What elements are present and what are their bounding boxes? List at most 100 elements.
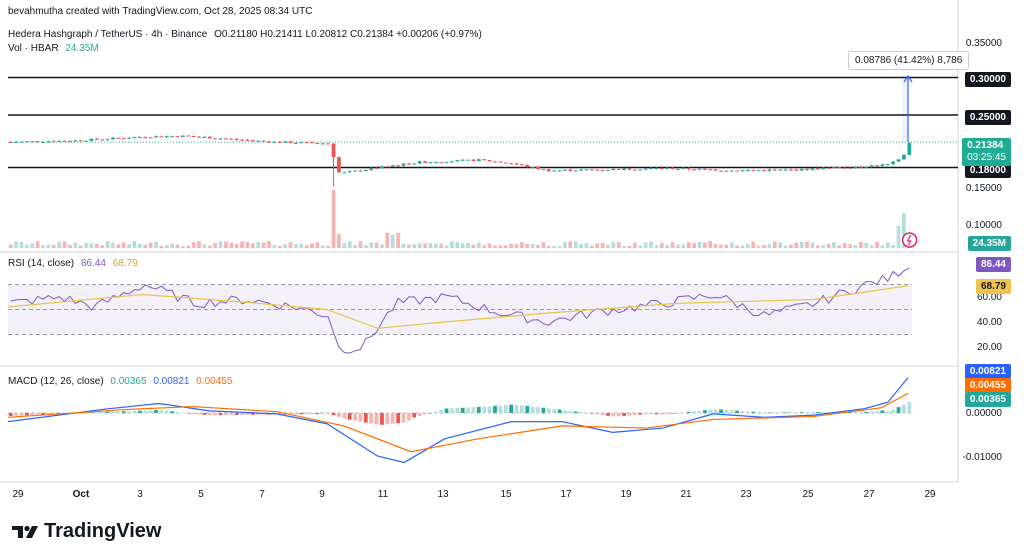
macd-histogram-bar bbox=[320, 413, 325, 415]
volume-bar bbox=[218, 241, 223, 248]
volume-bar bbox=[622, 245, 627, 248]
measure-callout: 0.08786 (41.42%) 8,786 bbox=[848, 51, 970, 70]
macd-lines bbox=[7, 377, 912, 464]
time-tick: 23 bbox=[740, 489, 752, 500]
volume-bar bbox=[73, 242, 78, 248]
candle-body bbox=[568, 169, 573, 171]
volume-bar bbox=[745, 243, 750, 248]
candle-body bbox=[380, 166, 384, 169]
macd-histogram-bar bbox=[288, 413, 293, 415]
volume-bar bbox=[342, 242, 347, 248]
time-tick: 21 bbox=[680, 489, 692, 500]
volume-bar bbox=[471, 244, 476, 248]
macd-histogram-bar bbox=[234, 413, 239, 415]
candle-body bbox=[363, 169, 368, 172]
candle-body bbox=[401, 163, 406, 166]
macd-histogram-bar bbox=[815, 412, 820, 413]
volume-bar bbox=[778, 242, 783, 248]
macd-histogram-bar bbox=[164, 410, 169, 413]
candle-body bbox=[213, 138, 218, 140]
volume-bar bbox=[19, 242, 24, 248]
candle-body bbox=[805, 168, 809, 170]
ohlc-values: O0.21180 H0.21411 L0.20812 C0.21384 +0.0… bbox=[214, 29, 482, 40]
volume-bar bbox=[423, 243, 427, 248]
volume-bar bbox=[579, 244, 583, 248]
candle-body bbox=[756, 170, 761, 172]
volume-bar bbox=[858, 241, 863, 248]
volume-bar bbox=[697, 241, 702, 248]
macd-histogram-bar bbox=[616, 413, 621, 417]
measure-arrow-head bbox=[903, 74, 913, 83]
macd-histogram-bar bbox=[299, 413, 304, 415]
candle-body bbox=[310, 142, 314, 144]
macd-histogram-bar bbox=[810, 412, 815, 413]
volume-bar bbox=[390, 234, 395, 248]
macd-histogram-bar bbox=[676, 413, 680, 414]
candle-body bbox=[234, 138, 239, 140]
macd-histogram-bar bbox=[132, 410, 137, 413]
candle-body bbox=[57, 140, 62, 142]
measure-area bbox=[902, 76, 908, 143]
macd-histogram-bar bbox=[191, 413, 196, 415]
macd-histogram-bar bbox=[519, 405, 524, 413]
candle-body bbox=[30, 141, 35, 143]
volume-bar bbox=[772, 241, 777, 248]
macd-histogram-bar bbox=[84, 412, 88, 414]
volume-bar bbox=[557, 245, 562, 248]
candle-body bbox=[175, 136, 180, 138]
macd-histogram-bar bbox=[536, 407, 540, 413]
volume-bar bbox=[525, 243, 530, 248]
bar-countdown: 03:25:45 bbox=[967, 152, 1006, 163]
last-price-value: 0.21384 bbox=[967, 140, 1004, 151]
volume-bar bbox=[105, 241, 110, 248]
volume-bar bbox=[159, 245, 164, 248]
tradingview-logo[interactable]: TradingView bbox=[12, 520, 161, 543]
macd-line bbox=[7, 377, 909, 464]
volume-bar bbox=[880, 245, 885, 248]
macd-histogram-bar bbox=[218, 413, 223, 416]
macd-histogram-bar bbox=[245, 413, 250, 415]
candle-body bbox=[19, 141, 24, 143]
macd-histogram-bar bbox=[315, 413, 320, 415]
candle-body bbox=[799, 168, 804, 171]
volume-bar bbox=[46, 244, 51, 248]
candle-body bbox=[659, 168, 664, 170]
macd-histogram-bar bbox=[767, 412, 772, 414]
volume-bar bbox=[304, 245, 309, 248]
macd-histogram-bar bbox=[740, 410, 745, 413]
candle-body bbox=[62, 140, 67, 142]
macd-histogram-bar bbox=[799, 412, 804, 413]
volume-bar bbox=[702, 242, 707, 248]
candle-body bbox=[460, 159, 465, 161]
time-tick: 11 bbox=[378, 489, 389, 500]
macd-histogram-bar bbox=[611, 413, 616, 417]
volume-bar bbox=[299, 243, 304, 248]
candle-body bbox=[14, 141, 18, 143]
volume-bar bbox=[455, 241, 460, 248]
macd-histogram-bar bbox=[686, 411, 691, 413]
macd-histogram-bar bbox=[665, 413, 670, 415]
volume-bar bbox=[794, 242, 799, 248]
time-tick: 29 bbox=[12, 489, 24, 500]
hist-badge: 0.00365 bbox=[964, 392, 1011, 407]
candle-body bbox=[810, 168, 815, 170]
macd-histogram-bar bbox=[406, 413, 411, 421]
macd-histogram-bar bbox=[100, 412, 105, 413]
candle-body bbox=[864, 166, 869, 168]
volume-bar bbox=[729, 242, 734, 248]
volume-bar bbox=[396, 232, 401, 248]
candle-body bbox=[148, 137, 153, 139]
volume-bar bbox=[692, 243, 696, 248]
volume-bar bbox=[815, 245, 820, 248]
candle-body bbox=[245, 139, 250, 141]
rsi-ma-value: 68.79 bbox=[112, 258, 138, 269]
time-tick: 3 bbox=[137, 489, 143, 500]
candle-body bbox=[35, 141, 40, 143]
candle-body bbox=[627, 168, 632, 170]
candle-body bbox=[745, 170, 750, 172]
macd-histogram-bar bbox=[116, 411, 121, 413]
macd-histogram-bar bbox=[563, 410, 567, 413]
volume-bar bbox=[875, 241, 879, 248]
macd-histogram-bar bbox=[719, 409, 723, 413]
